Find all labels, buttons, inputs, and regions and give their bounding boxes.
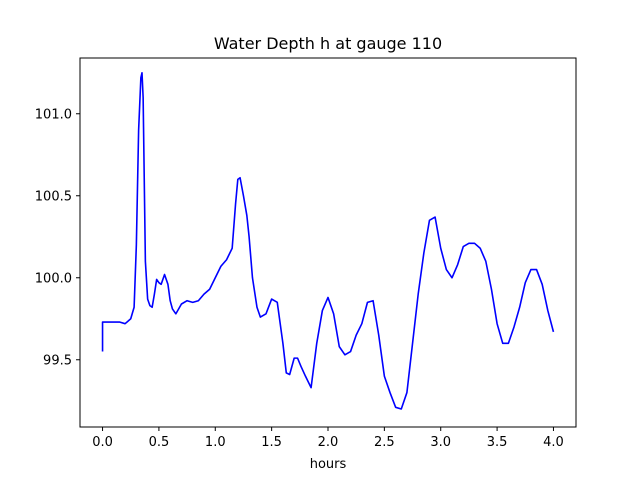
- y-tick-label: 100.0: [35, 271, 72, 286]
- x-tick-label: 3.0: [430, 435, 451, 450]
- plot-frame: [79, 57, 577, 428]
- chart-title: Water Depth h at gauge 110: [214, 34, 442, 53]
- x-tick-label: 4.0: [543, 435, 564, 450]
- plot-area: [101, 71, 555, 410]
- y-tick-label: 101.0: [35, 107, 72, 122]
- y-tick-label: 99.5: [43, 353, 72, 368]
- x-tick-label: 1.0: [205, 435, 226, 450]
- x-tick-label: 1.5: [261, 435, 282, 450]
- axis-ticks: 0.0 0.5 1.0 1.5 2.0 2.5 3.0 3.5 4.0 99.5 100.0 100.…: [35, 107, 564, 450]
- x-tick-label: 0.0: [92, 435, 113, 450]
- x-tick-label: 0.5: [149, 435, 170, 450]
- x-axis-label: hours: [310, 457, 347, 472]
- x-tick-label: 2.0: [318, 435, 339, 450]
- x-tick-label: 2.5: [374, 435, 395, 450]
- series-line-0: [101, 71, 555, 410]
- x-tick-label: 3.5: [487, 435, 508, 450]
- y-tick-label: 100.5: [35, 189, 72, 204]
